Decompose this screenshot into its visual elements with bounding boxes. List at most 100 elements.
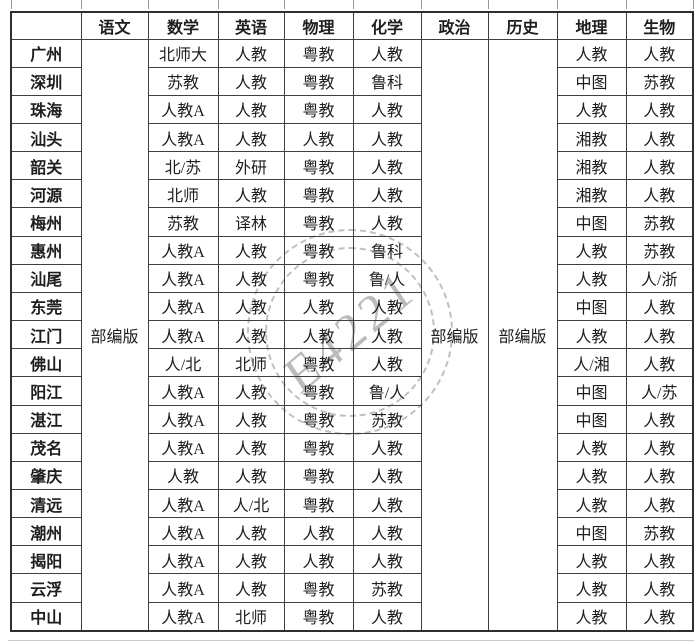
table-row: 阳江 人教A 人教 粤教 鲁/人 中图 人/苏 (10, 376, 694, 406)
english-cell: 人教 (217, 94, 285, 124)
gridline-tick (81, 0, 82, 9)
header-english: 英语 (217, 11, 285, 40)
chemistry-cell: 人教 (352, 179, 422, 209)
math-cell: 人教A (147, 263, 219, 293)
english-cell: 人教 (217, 66, 285, 96)
math-cell: 人教 (147, 460, 219, 491)
table-row: 清远 人教A 人/北 粤教 人教 人教 人教 (10, 488, 694, 519)
biology-cell: 人教 (625, 94, 694, 124)
math-cell: 人教A (147, 601, 219, 632)
physics-cell: 人教 (283, 320, 354, 350)
physics-cell: 人教 (283, 545, 354, 575)
history-merged-cell: 部编版 (487, 38, 558, 632)
english-cell: 人教 (217, 179, 285, 209)
english-cell: 人教 (217, 460, 285, 491)
physics-cell: 粤教 (283, 263, 354, 293)
geography-cell: 人/湘 (556, 348, 627, 378)
city-cell: 广州 (10, 38, 82, 68)
math-cell: 北/苏 (147, 151, 219, 181)
chemistry-cell: 人教 (352, 151, 422, 181)
header-row: 语文 数学 英语 物理 化学 政治 历史 地理 生物 (10, 11, 694, 40)
city-cell: 中山 (10, 601, 82, 632)
english-cell: 人教 (217, 38, 285, 68)
city-cell: 揭阳 (10, 545, 82, 575)
geography-cell: 人教 (556, 432, 627, 462)
chemistry-cell: 人教 (352, 488, 422, 519)
biology-cell: 人/苏 (625, 376, 694, 406)
biology-cell: 苏教 (625, 235, 694, 265)
chemistry-cell: 人教 (352, 207, 422, 237)
table-body: 广州 部编版 北师大 人教 粤教 人教 部编版 部编版 人教 人教 深圳 苏教 人教 粤教 鲁科 中图 苏教 珠海… (10, 38, 694, 632)
table-row: 深圳 苏教 人教 粤教 鲁科 中图 苏教 (10, 66, 694, 96)
header-math: 数学 (147, 11, 219, 40)
table-row: 珠海 人教A 人教 粤教 人教 人教 人教 (10, 94, 694, 124)
chemistry-cell: 人教 (352, 38, 422, 68)
english-cell: 人教 (217, 291, 285, 322)
chinese-merged-cell: 部编版 (80, 38, 149, 632)
biology-cell: 人教 (625, 432, 694, 462)
math-cell: 人教A (147, 488, 219, 519)
geography-cell: 湘教 (556, 151, 627, 181)
english-cell: 人教 (217, 517, 285, 547)
chemistry-cell: 苏教 (352, 573, 422, 603)
city-cell: 深圳 (10, 66, 82, 96)
physics-cell: 粤教 (283, 601, 354, 632)
physics-cell: 粤教 (283, 376, 354, 406)
math-cell: 人教A (147, 573, 219, 603)
chemistry-cell: 鲁科 (352, 66, 422, 96)
physics-cell: 粤教 (283, 460, 354, 491)
table-row: 江门 人教A 人教 人教 人教 人教 人教 (10, 320, 694, 350)
math-cell: 苏教 (147, 207, 219, 237)
chemistry-cell: 人教 (352, 291, 422, 322)
chemistry-cell: 人教 (352, 122, 422, 153)
english-cell: 人教 (217, 545, 285, 575)
table-row: 梅州 苏教 译林 粤教 人教 中图 苏教 (10, 207, 694, 237)
english-cell: 北师 (217, 348, 285, 378)
biology-cell: 人教 (625, 460, 694, 491)
geography-cell: 人教 (556, 38, 627, 68)
physics-cell: 粤教 (283, 151, 354, 181)
city-cell: 清远 (10, 488, 82, 519)
gridline-tick (488, 0, 489, 9)
city-cell: 惠州 (10, 235, 82, 265)
math-cell: 人教A (147, 291, 219, 322)
physics-cell: 粤教 (283, 488, 354, 519)
biology-cell: 人教 (625, 291, 694, 322)
physics-cell: 人教 (283, 122, 354, 153)
english-cell: 译林 (217, 207, 285, 237)
header-physics: 物理 (283, 11, 354, 40)
header-politics: 政治 (420, 11, 489, 40)
city-cell: 潮州 (10, 517, 82, 547)
english-cell: 人教 (217, 376, 285, 406)
bottom-gridline (8, 640, 694, 641)
geography-cell: 人教 (556, 488, 627, 519)
biology-cell: 苏教 (625, 207, 694, 237)
math-cell: 人教A (147, 320, 219, 350)
biology-cell: 人教 (625, 545, 694, 575)
physics-cell: 粤教 (283, 207, 354, 237)
biology-cell: 人/浙 (625, 263, 694, 293)
table-row: 潮州 人教A 人教 人教 人教 中图 苏教 (10, 517, 694, 547)
city-cell: 河源 (10, 179, 82, 209)
geography-cell: 人教 (556, 573, 627, 603)
table-row: 汕头 人教A 人教 人教 人教 湘教 人教 (10, 122, 694, 153)
city-cell: 江门 (10, 320, 82, 350)
biology-cell: 人教 (625, 122, 694, 153)
chemistry-cell: 人教 (352, 601, 422, 632)
textbook-table: 语文 数学 英语 物理 化学 政治 历史 地理 生物 广州 部编版 北师大 人教 粤教人… (10, 11, 694, 632)
gridline-tick (626, 0, 627, 9)
geography-cell: 中图 (556, 291, 627, 322)
biology-cell: 人教 (625, 348, 694, 378)
gridline-tick (557, 0, 558, 9)
header-chinese: 语文 (80, 11, 149, 40)
english-cell: 人/北 (217, 488, 285, 519)
city-cell: 梅州 (10, 207, 82, 237)
city-cell: 东莞 (10, 291, 82, 322)
biology-cell: 苏教 (625, 517, 694, 547)
physics-cell: 粤教 (283, 179, 354, 209)
header-geography: 地理 (556, 11, 627, 40)
physics-cell: 粤教 (283, 38, 354, 68)
math-cell: 人教A (147, 376, 219, 406)
chemistry-cell: 苏教 (352, 404, 422, 434)
math-cell: 苏教 (147, 66, 219, 96)
